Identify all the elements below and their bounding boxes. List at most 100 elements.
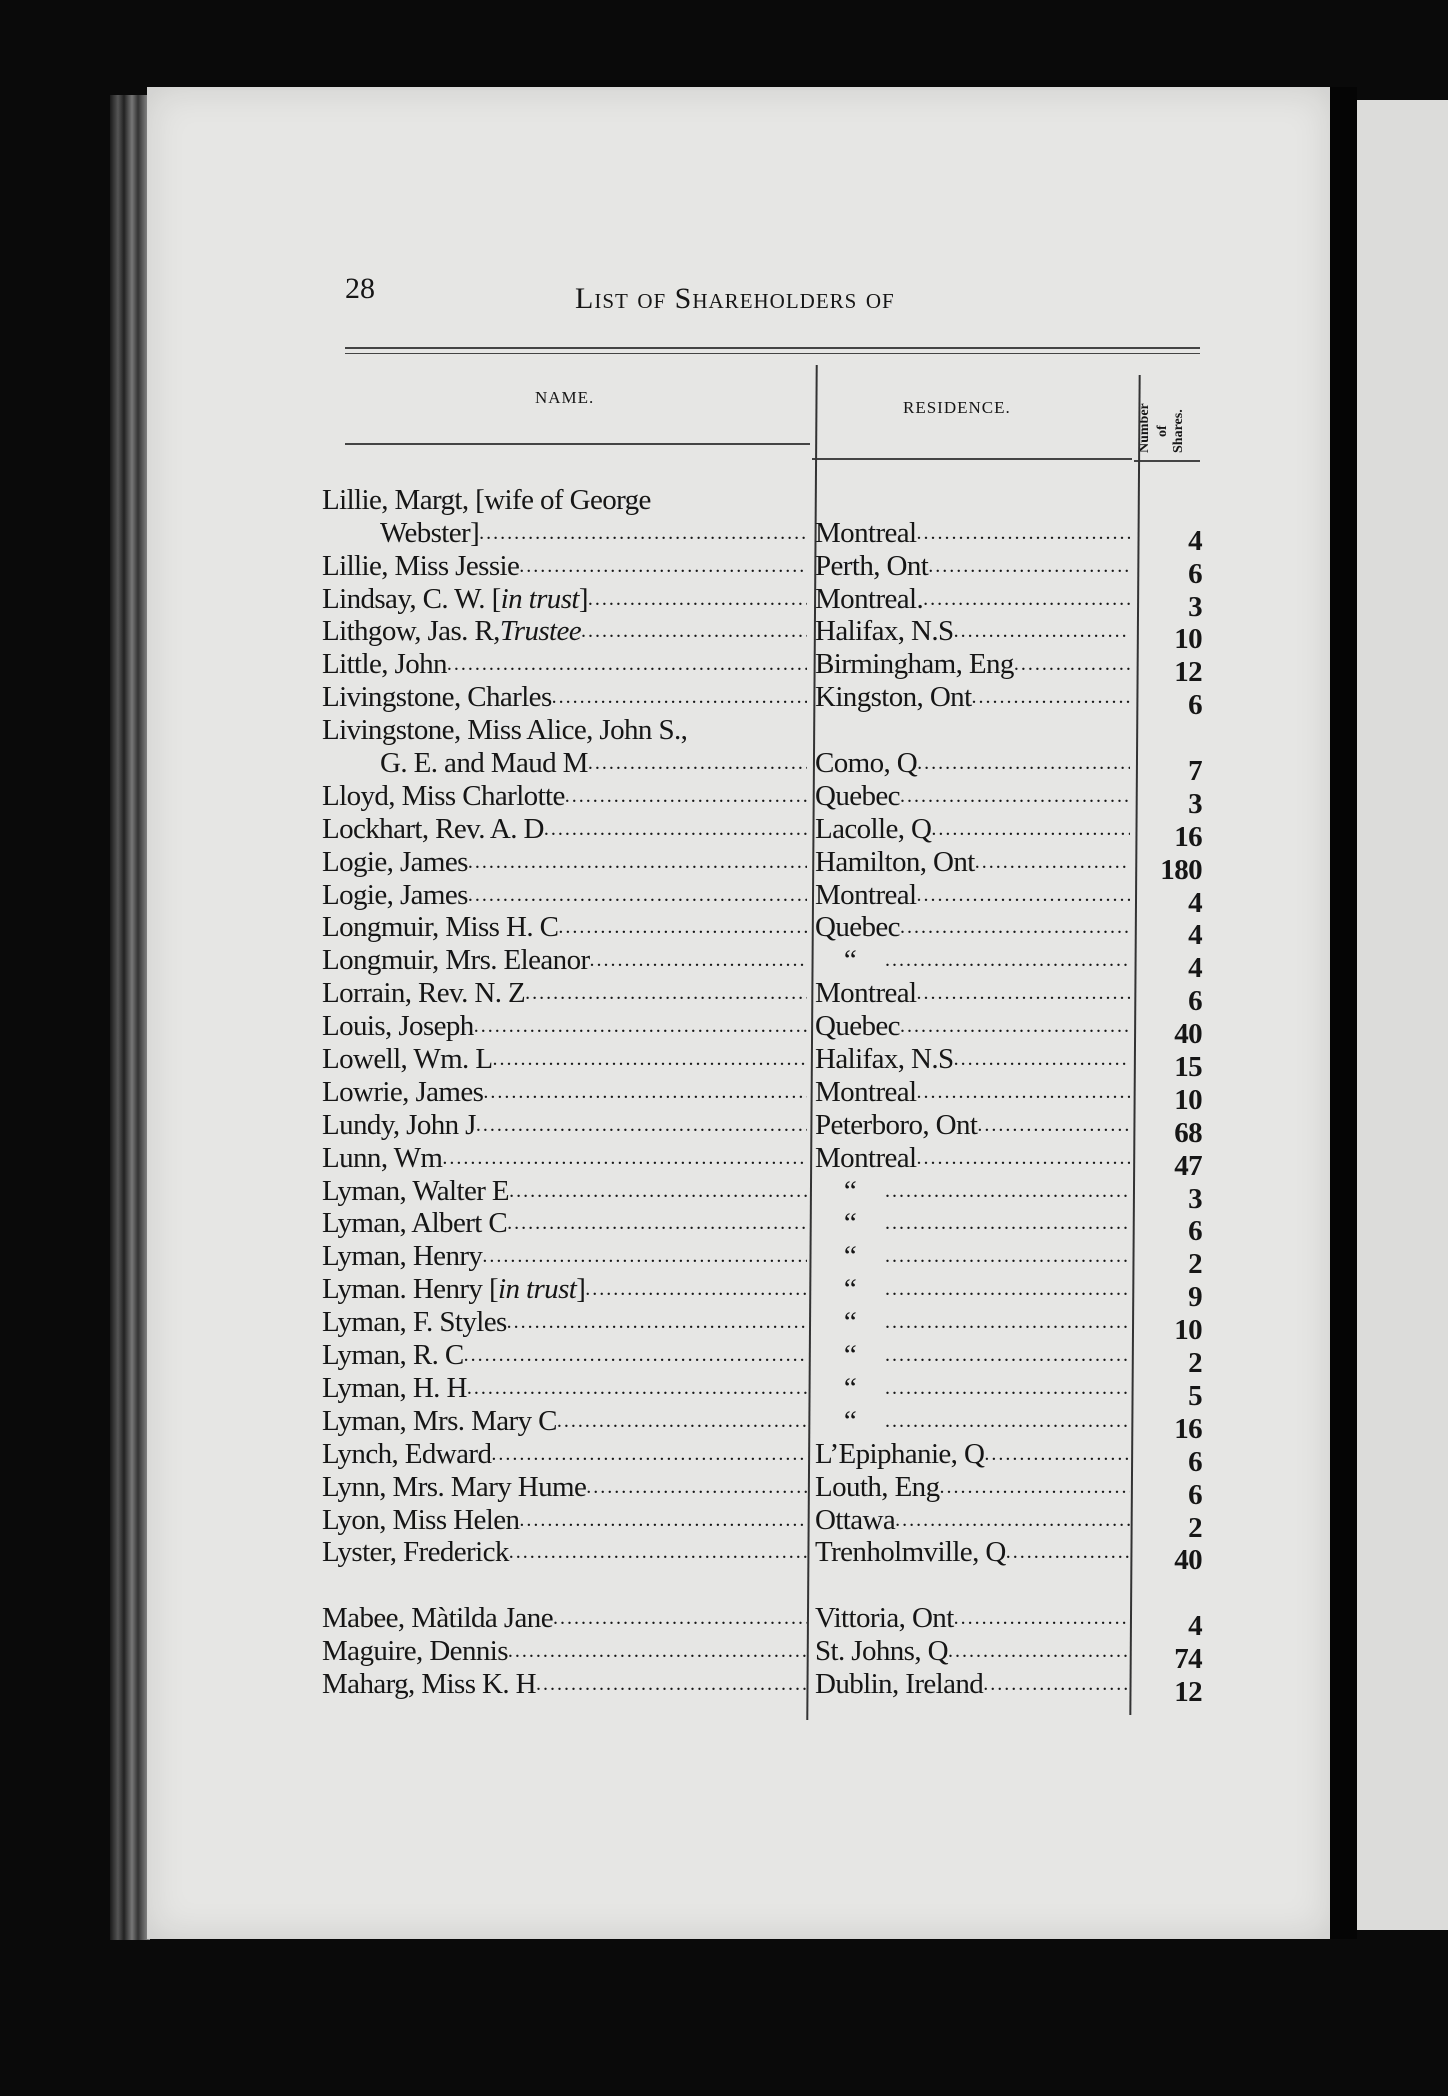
table-row: Lithgow, Jas. R, Trustee Halifax, N.S 10 xyxy=(322,615,1203,655)
residence: Louth, Eng xyxy=(807,1472,1130,1503)
ditto-mark: “ xyxy=(843,945,857,977)
dot-leader xyxy=(917,1143,1130,1174)
shareholder-name: Lillie, Miss Jessie xyxy=(322,551,807,582)
dot-leader xyxy=(885,1241,1130,1272)
shareholder-name: Lowrie, James xyxy=(322,1077,807,1108)
share-count: 4 xyxy=(1188,919,1203,952)
shareholder-name: Lynch, Edward xyxy=(322,1439,807,1470)
residence: St. Johns, Q xyxy=(807,1636,1130,1667)
residence-text: Montreal xyxy=(815,517,917,549)
dot-leader xyxy=(482,1241,807,1272)
dot-leader xyxy=(885,1176,1130,1207)
shares-column-header: Number of Shares. xyxy=(1134,375,1204,455)
share-count: 5 xyxy=(1188,1379,1203,1412)
table-row: Lillie, Margt, [wife of George xyxy=(322,483,1202,516)
residence-text: Louth, Eng xyxy=(815,1471,940,1503)
residence: Vittoria, Ont xyxy=(807,1603,1130,1634)
name-text: Lowell, Wm. L xyxy=(322,1044,493,1076)
name-text: Lyster, Frederick xyxy=(322,1537,509,1569)
shareholder-name: Lyman, Mrs. Mary C xyxy=(322,1406,807,1437)
name-text: Logie, James xyxy=(322,879,468,911)
share-count: 40 xyxy=(1174,1018,1202,1051)
table-row: Lillie, Miss Jessie Perth, Ont 6 xyxy=(322,549,1203,590)
dot-leader xyxy=(900,781,1130,812)
residence: “ xyxy=(807,1241,1130,1272)
shareholder-name: Lynn, Mrs. Mary Hume xyxy=(322,1472,807,1503)
name-text: Livingstone, Miss Alice, John S., xyxy=(322,715,688,747)
dot-leader xyxy=(885,1274,1130,1305)
table-row: Lyman. Henry [in trust] “ 9 xyxy=(322,1272,1203,1313)
share-count: 6 xyxy=(1188,557,1203,590)
dot-leader xyxy=(467,1373,807,1404)
shareholder-name: Lorrain, Rev. N. Z xyxy=(322,978,807,1009)
table-row: Louis, Joseph Quebec 40 xyxy=(322,1009,1203,1050)
dot-leader xyxy=(468,847,807,878)
shareholder-name: Lyster, Frederick xyxy=(322,1537,807,1568)
residence: Ottawa xyxy=(807,1505,1130,1536)
dot-leader xyxy=(519,1505,807,1536)
name-text: Lyman. Henry [ xyxy=(322,1274,499,1306)
table-row: Lyman, Henry “ 2 xyxy=(322,1239,1203,1280)
dot-leader xyxy=(525,978,807,1009)
shareholder-name: Lithgow, Jas. R, Trustee xyxy=(322,616,807,647)
share-count: 15 xyxy=(1174,1051,1202,1084)
dot-leader xyxy=(651,485,807,516)
ditto-mark: “ xyxy=(843,1175,857,1207)
name-text: Lowrie, James xyxy=(322,1076,484,1108)
residence: Birmingham, Eng xyxy=(807,649,1130,680)
dot-leader xyxy=(536,1669,807,1700)
residence-column-header: RESIDENCE. xyxy=(903,398,1011,417)
ditto-mark: “ xyxy=(843,1307,857,1339)
table-row: Lunn, Wm Montreal 47 xyxy=(322,1141,1203,1182)
table-row: Lyman, Walter E “ 3 xyxy=(322,1174,1203,1215)
residence-text: Perth, Ont xyxy=(815,550,929,582)
table-row: Lyon, Miss Helen Ottawa 2 xyxy=(322,1503,1203,1544)
residence: “ xyxy=(807,1176,1130,1207)
dot-leader xyxy=(479,518,807,549)
residence-text: Montreal xyxy=(815,879,917,911)
residence: Hamilton, Ont xyxy=(807,847,1130,878)
residence: Montreal xyxy=(807,880,1130,911)
share-count: 47 xyxy=(1174,1149,1202,1182)
residence: Halifax, N.S xyxy=(807,1044,1130,1075)
name-text: Lundy, John J xyxy=(322,1109,476,1141)
dot-leader xyxy=(544,814,807,845)
dot-leader xyxy=(557,1406,807,1437)
name-text: Maguire, Dennis xyxy=(322,1636,509,1668)
share-count: 3 xyxy=(1188,787,1203,820)
dot-leader xyxy=(885,1208,1130,1239)
residence: Quebec xyxy=(807,1011,1130,1042)
residence-text: Montreal xyxy=(815,1142,917,1174)
shareholder-name: Longmuir, Miss H. C xyxy=(322,912,807,943)
shares-header-rule xyxy=(1134,460,1200,462)
name-text: Lynch, Edward xyxy=(322,1438,492,1470)
shareholder-name: Maguire, Dennis xyxy=(322,1636,807,1667)
residence-text: Hamilton, Ont xyxy=(815,846,975,878)
residence: “ xyxy=(807,1373,1130,1404)
share-count: 2 xyxy=(1188,1248,1203,1281)
residence: Montreal xyxy=(807,1143,1130,1174)
share-count: 6 xyxy=(1188,1445,1203,1478)
residence-text: Halifax, N.S xyxy=(815,1044,954,1076)
page-number: 28 xyxy=(345,272,375,305)
share-count: 2 xyxy=(1188,1347,1203,1380)
residence: Quebec xyxy=(807,912,1130,943)
residence-text: Trenholmville, Q xyxy=(815,1537,1006,1569)
dot-leader xyxy=(588,584,807,615)
name-text: Lockhart, Rev. A. D xyxy=(322,813,544,845)
dot-leader xyxy=(885,1307,1130,1338)
shareholder-name: Lyman, Henry xyxy=(322,1241,807,1272)
table-row: Lloyd, Miss Charlotte Quebec 3 xyxy=(322,779,1203,820)
name-text: Lloyd, Miss Charlotte xyxy=(322,780,565,812)
name-text: Lorrain, Rev. N. Z xyxy=(322,978,526,1010)
dot-leader xyxy=(900,912,1130,943)
dot-leader xyxy=(474,1011,807,1042)
dot-leader xyxy=(984,1439,1130,1470)
table-row: Lundy, John J Peterboro, Ont 68 xyxy=(322,1108,1203,1149)
dot-leader xyxy=(977,1110,1130,1141)
name-text: Maharg, Miss K. H xyxy=(322,1668,537,1700)
name-italic: Trustee xyxy=(499,616,582,648)
residence-text: St. Johns, Q xyxy=(815,1636,949,1668)
dot-leader xyxy=(885,1340,1130,1371)
residence: “ xyxy=(807,1274,1130,1305)
